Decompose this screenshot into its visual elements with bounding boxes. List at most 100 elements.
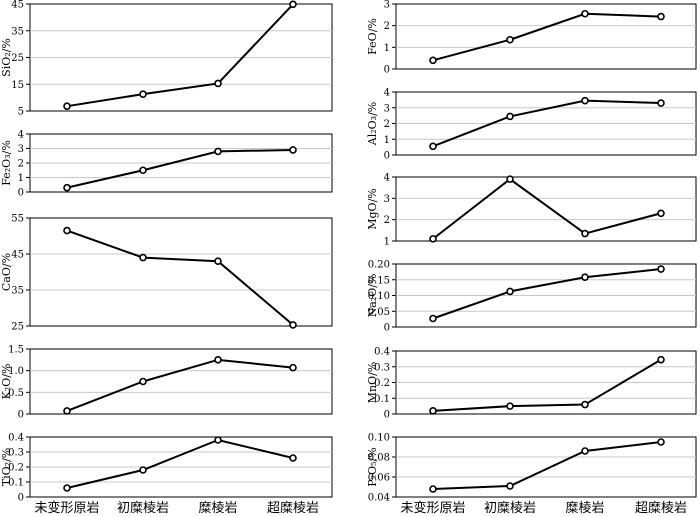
- data-point: [139, 466, 147, 474]
- y-tick-label: 0.10: [368, 291, 390, 302]
- series-line: [432, 12, 662, 62]
- y-tick-label: 45: [11, 0, 24, 11]
- data-point: [139, 377, 147, 386]
- x-axis-left: 未变形原岩 初糜棱岩 糜棱岩 超糜棱岩: [34, 500, 319, 516]
- data-point: [657, 438, 665, 446]
- panel-frame: [395, 176, 697, 242]
- y-tick-label: 0.3: [8, 448, 24, 459]
- data-point: [657, 265, 665, 273]
- y-tick-label: 0.1: [8, 478, 24, 489]
- y-tick-label: 0: [18, 493, 24, 504]
- y-tick-label: 0: [384, 410, 390, 421]
- data-point: [139, 166, 147, 175]
- data-point: [429, 235, 437, 243]
- y-axis-label: K₂O/%: [0, 364, 13, 400]
- data-point: [506, 402, 514, 410]
- data-point: [506, 482, 514, 490]
- y-tick-label: 0.4: [374, 347, 390, 358]
- data-point: [289, 0, 297, 9]
- data-point: [506, 175, 514, 183]
- y-axis-label: Al₂O₃/%: [366, 102, 379, 146]
- x-category-label: 初糜棱岩: [484, 500, 536, 516]
- panel-1: 5 15 25 35 45 SiO₂/%: [0, 0, 333, 118]
- panel-6: 0 1 2 3 FeO/%: [366, 0, 697, 76]
- data-point: [657, 355, 665, 364]
- y-tick-label: 45: [11, 250, 24, 261]
- data-point: [63, 484, 71, 492]
- y-tick-label: 0: [384, 65, 390, 76]
- y-tick-label: 0.06: [368, 473, 390, 484]
- x-category-label: 未变形原岩: [34, 500, 99, 516]
- y-tick-label: 0: [384, 323, 390, 334]
- series-line: [432, 441, 662, 490]
- data-point: [506, 112, 514, 121]
- y-tick-label: 0.20: [368, 260, 390, 271]
- data-point: [657, 209, 665, 218]
- y-tick-label: 55: [11, 214, 24, 225]
- y-axis-label: MnO/%: [366, 362, 379, 404]
- x-category-label: 超糜棱岩: [635, 500, 687, 516]
- panel-frame: [395, 436, 697, 498]
- data-point: [289, 454, 297, 462]
- y-axis-label: SiO₂/%: [0, 38, 13, 77]
- panel-3: 25 35 45 55 CaO/%: [0, 214, 333, 333]
- y-tick-label: 0: [18, 410, 24, 421]
- x-category-label: 未变形原岩: [400, 500, 465, 516]
- data-point: [506, 287, 514, 296]
- y-tick-label: 2: [384, 21, 390, 32]
- series-line: [432, 177, 662, 240]
- y-axis-label: Na₂O/%: [366, 274, 379, 318]
- panel-4: 0 0.5 1.0 1.5 K₂O/%: [0, 345, 333, 421]
- y-axis-label: TiO₂/%: [0, 448, 13, 486]
- y-tick-label: 0.05: [368, 307, 390, 318]
- y-axis-label: MgO/%: [366, 188, 379, 229]
- data-point: [139, 253, 147, 262]
- series-line: [66, 358, 294, 412]
- y-tick-label: 0.4: [8, 433, 24, 444]
- data-point: [657, 99, 665, 107]
- y-tick-label: 0.15: [368, 275, 390, 286]
- y-axis-label: CaO/%: [0, 253, 13, 291]
- data-point: [63, 183, 71, 192]
- x-category-label: 初糜棱岩: [117, 500, 169, 516]
- data-point: [214, 356, 222, 364]
- data-point: [63, 407, 71, 415]
- panel-2: 0 1 2 3 4 Fe₂O₃/%: [0, 130, 333, 199]
- y-tick-label: 4: [18, 130, 24, 141]
- data-point: [63, 102, 71, 110]
- y-tick-label: 0: [384, 151, 390, 162]
- data-point: [506, 35, 514, 44]
- panel-frame: [29, 348, 333, 415]
- y-tick-label: 1: [384, 135, 390, 146]
- y-tick-label: 3: [384, 194, 390, 205]
- x-category-label: 糜棱岩: [198, 500, 237, 516]
- y-tick-label: 1: [384, 43, 390, 54]
- y-tick-label: 1.0: [8, 366, 24, 377]
- y-tick-label: 2: [384, 119, 390, 130]
- y-tick-label: 35: [11, 26, 24, 37]
- panel-5: 0 0.1 0.2 0.3 0.4 TiO₂/%: [0, 433, 333, 504]
- data-point: [429, 485, 437, 493]
- series-line: [66, 438, 294, 489]
- data-point: [214, 436, 222, 444]
- panel-7: 0 1 2 3 4 Al₂O₃/%: [366, 88, 697, 162]
- data-point: [581, 96, 589, 105]
- y-tick-label: 0.2: [374, 378, 390, 389]
- y-axis-label: P₂O₅/%: [366, 447, 379, 486]
- data-point: [63, 226, 71, 235]
- y-axis-label: Fe₂O₃/%: [0, 140, 13, 186]
- panel-11: 0.04 0.06 0.08 0.10 P₂O₅/%: [366, 433, 697, 504]
- y-tick-label: 0.3: [374, 362, 390, 373]
- y-tick-label: 0.10: [368, 433, 390, 444]
- series-line: [66, 3, 294, 108]
- series-line: [432, 358, 662, 412]
- y-tick-label: 0.2: [8, 463, 24, 474]
- y-tick-label: 1: [384, 237, 390, 248]
- data-point: [429, 314, 437, 323]
- data-point: [429, 56, 437, 65]
- data-point: [429, 142, 437, 151]
- y-tick-label: 25: [11, 53, 24, 64]
- series-line: [432, 268, 662, 320]
- y-tick-label: 1.5: [8, 345, 24, 356]
